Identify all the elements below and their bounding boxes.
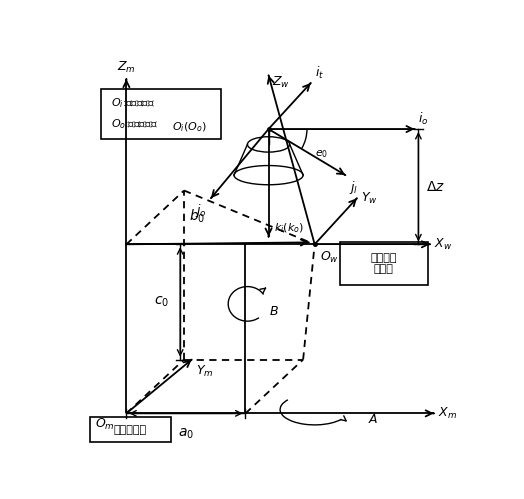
Text: $b_0$: $b_0$ bbox=[189, 208, 205, 225]
Text: $c_0$: $c_0$ bbox=[154, 295, 169, 309]
Text: $Y_m$: $Y_m$ bbox=[195, 363, 213, 379]
Text: $O_w$: $O_w$ bbox=[320, 250, 340, 265]
Text: $j_l$: $j_l$ bbox=[349, 179, 358, 196]
Text: $Z_w$: $Z_w$ bbox=[272, 75, 290, 90]
Text: 机床坐标系: 机床坐标系 bbox=[114, 425, 147, 435]
Text: $B$: $B$ bbox=[268, 305, 278, 318]
Text: $k_i(k_o)$: $k_i(k_o)$ bbox=[274, 221, 304, 235]
Text: $X_m$: $X_m$ bbox=[438, 406, 456, 421]
Text: $e_0$: $e_0$ bbox=[314, 148, 328, 160]
Text: $X_w$: $X_w$ bbox=[434, 237, 452, 252]
Text: $i_o$: $i_o$ bbox=[418, 111, 429, 127]
Text: 工件安装
坐标系: 工件安装 坐标系 bbox=[370, 252, 397, 274]
FancyBboxPatch shape bbox=[340, 243, 428, 284]
Text: $\Delta z$: $\Delta z$ bbox=[426, 180, 445, 194]
Text: $O_i$:轮坯坐标系: $O_i$:轮坯坐标系 bbox=[111, 97, 155, 110]
Text: $Y_w$: $Y_w$ bbox=[361, 191, 378, 206]
Text: $O_m$: $O_m$ bbox=[95, 417, 115, 432]
Text: $O_o$:固定坐标系: $O_o$:固定坐标系 bbox=[111, 117, 158, 131]
Text: $O_i(O_o)$: $O_i(O_o)$ bbox=[172, 120, 207, 134]
Text: $i_t$: $i_t$ bbox=[314, 65, 324, 81]
FancyBboxPatch shape bbox=[102, 89, 221, 139]
Text: $Z_m$: $Z_m$ bbox=[117, 60, 136, 75]
Text: $A$: $A$ bbox=[368, 413, 379, 426]
Text: $a_0$: $a_0$ bbox=[178, 427, 194, 441]
Text: $j_o$: $j_o$ bbox=[195, 202, 207, 219]
FancyBboxPatch shape bbox=[90, 417, 171, 442]
